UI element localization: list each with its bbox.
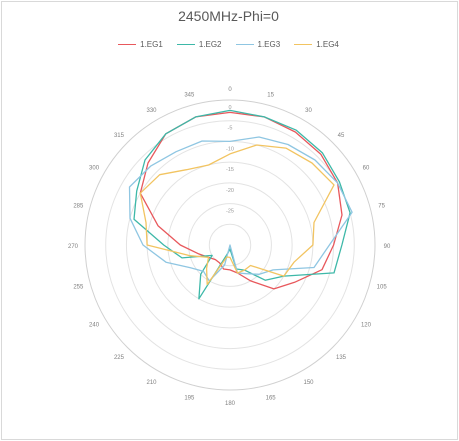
angle-label: 330 <box>146 108 157 114</box>
chart-legend: 1.EG1 1.EG2 1.EG3 1.EG4 <box>0 40 457 49</box>
grid-circle-3 <box>167 182 293 308</box>
legend-swatch-eg1 <box>118 44 137 45</box>
legend-label-eg4: 1.EG4 <box>316 40 339 49</box>
grid-circle-outer <box>84 99 376 391</box>
angle-label: 30 <box>305 108 312 114</box>
grid-circle-5 <box>208 223 252 267</box>
angle-label: 210 <box>146 380 157 386</box>
chart-title: 2450MHz-Phi=0 <box>178 8 279 24</box>
angle-label: 60 <box>363 166 370 172</box>
radial-tick-label: -15 <box>226 167 234 173</box>
legend-swatch-eg4 <box>294 44 313 45</box>
angle-label: 300 <box>89 166 100 172</box>
angle-label: 285 <box>73 203 84 209</box>
angle-label: 180 <box>225 401 236 407</box>
legend-label-eg2: 1.EG2 <box>198 40 222 49</box>
angle-label: 105 <box>377 285 388 291</box>
legend-item-eg2: 1.EG2 <box>176 40 222 49</box>
legend-label-eg1: 1.EG1 <box>140 40 163 49</box>
angle-label: 345 <box>184 92 195 98</box>
angle-label: 195 <box>184 396 195 402</box>
angle-label: 15 <box>267 92 274 98</box>
series-line-eg3 <box>128 136 353 282</box>
legend-item-eg1: 1.EG1 <box>118 40 163 49</box>
angle-label: 255 <box>73 285 84 291</box>
angle-label: 135 <box>336 355 347 361</box>
angle-label: 165 <box>266 396 277 402</box>
grid-circle-0 <box>105 120 355 370</box>
angle-label: 45 <box>338 133 345 139</box>
radial-tick-label: 0 <box>228 105 231 111</box>
series-line-eg2 <box>133 109 351 300</box>
legend-swatch-eg2 <box>176 44 195 45</box>
angle-label: 0 <box>228 87 232 93</box>
radial-tick-label: -25 <box>226 209 234 215</box>
radial-tick-label: -20 <box>226 188 234 194</box>
angle-label: 120 <box>361 323 372 329</box>
angle-label: 150 <box>303 380 314 386</box>
grid-circle-4 <box>188 203 272 287</box>
series-line-eg4 <box>139 144 335 286</box>
angle-label: 75 <box>378 203 385 209</box>
angle-label: 270 <box>68 244 79 250</box>
legend-item-eg3: 1.EG3 <box>235 40 281 49</box>
angle-label: 225 <box>114 355 125 361</box>
angle-label: 315 <box>114 133 125 139</box>
radial-tick-label: -5 <box>228 126 233 132</box>
legend-label-eg3: 1.EG3 <box>257 40 281 49</box>
angle-label: 90 <box>384 244 391 250</box>
angle-label: 240 <box>89 323 100 329</box>
radial-tick-label: -10 <box>226 146 234 152</box>
legend-item-eg4: 1.EG4 <box>294 40 339 49</box>
legend-swatch-eg3 <box>235 44 254 45</box>
